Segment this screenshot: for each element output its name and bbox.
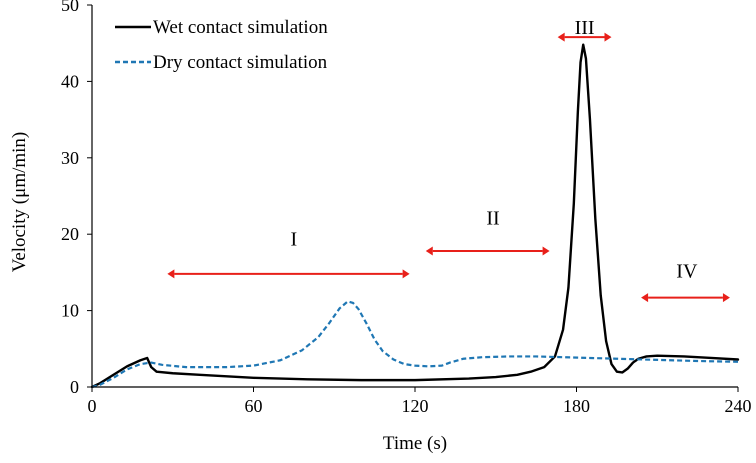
region-label: IV bbox=[676, 261, 698, 283]
x-axis-title: Time (s) bbox=[383, 433, 447, 454]
region-arrow-head-left bbox=[425, 246, 433, 256]
y-tick-label: 0 bbox=[70, 377, 79, 397]
y-tick-label: 20 bbox=[61, 224, 79, 244]
y-tick-label: 40 bbox=[61, 71, 79, 91]
tick-labels: 0 60 120 180 240 0 10 20 30 40 50 bbox=[61, 0, 752, 416]
legend-entry-wet: Wet contact simulation bbox=[153, 17, 328, 38]
y-tick-label: 10 bbox=[61, 301, 79, 321]
series-line-wet bbox=[90, 43, 740, 389]
legend: Wet contact simulation Dry contact simul… bbox=[115, 17, 328, 73]
region-arrow-head-right bbox=[604, 32, 612, 42]
legend-entry-dry: Dry contact simulation bbox=[153, 52, 328, 73]
x-tick-label: 60 bbox=[245, 396, 263, 416]
x-tick-label: 0 bbox=[88, 396, 97, 416]
region-arrow-head-left bbox=[557, 32, 565, 42]
region-label: II bbox=[486, 207, 499, 229]
region-arrow-head-right bbox=[402, 269, 410, 279]
region-arrow-head-left bbox=[167, 269, 175, 279]
x-tick-label: 240 bbox=[725, 396, 752, 416]
region-label: I bbox=[291, 229, 298, 251]
series-line-dry bbox=[91, 300, 739, 389]
y-tick-label: 50 bbox=[61, 0, 79, 15]
y-axis-title: Velocity (μm/min) bbox=[9, 132, 30, 273]
region-arrow-head-right bbox=[542, 246, 550, 256]
region-arrow-head-left bbox=[641, 293, 649, 303]
y-tick-label: 30 bbox=[61, 148, 79, 168]
x-tick-label: 180 bbox=[563, 396, 590, 416]
region-arrow-head-right bbox=[722, 293, 730, 303]
x-tick-label: 120 bbox=[402, 396, 429, 416]
plot-area bbox=[90, 43, 740, 389]
region-label: III bbox=[575, 17, 595, 39]
